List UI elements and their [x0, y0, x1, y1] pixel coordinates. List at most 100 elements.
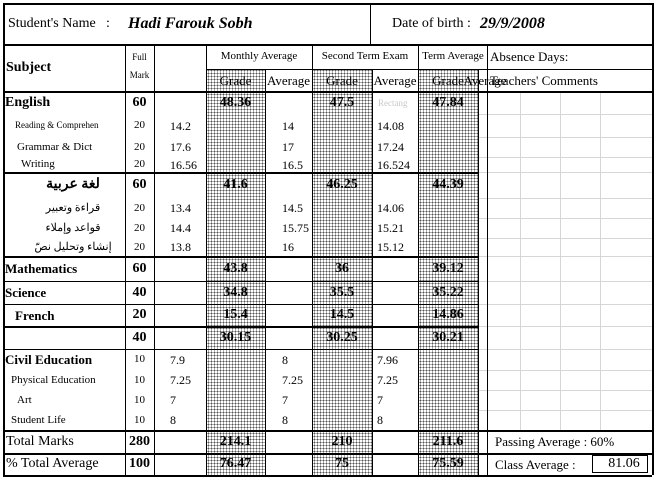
- monthly-average-9: 34.8: [223, 284, 248, 300]
- gridline: [520, 91, 521, 430]
- term-grade-14: 7: [377, 393, 383, 407]
- second-term-grade-13: 7.25: [282, 373, 303, 387]
- full-mark-15: 10: [134, 413, 145, 426]
- term-average-8: 39.12: [432, 260, 464, 276]
- monthly-grade-2: 17.6: [170, 140, 191, 154]
- subject-7: إنشاء وتحليل نصّ: [34, 240, 112, 253]
- monthly-grade-1: 14.2: [170, 118, 191, 133]
- subject-14: Art: [17, 393, 32, 406]
- totals-term-average-0: 211.6: [432, 433, 464, 449]
- table-rule: [3, 281, 478, 282]
- dob-value: 29/9/2008: [480, 14, 545, 32]
- full-mark-1: 20: [134, 119, 145, 131]
- table-rule: [312, 44, 313, 475]
- ghost-rectangle-label: Rectang: [378, 97, 408, 108]
- table-rule: [3, 256, 478, 258]
- name-colon: :: [106, 15, 110, 31]
- totals-extra-label-0: Passing Average : 60%: [495, 434, 615, 449]
- table-rule: [418, 44, 419, 475]
- totals-second-term-average-0: 210: [331, 433, 353, 449]
- totals-monthly-average-1: 76.47: [219, 456, 252, 471]
- totals-label-0: Total Marks: [6, 433, 74, 449]
- monthly-grade-header: Grade: [219, 72, 252, 88]
- second-term-average-0: 47.5: [329, 94, 355, 110]
- second-term-grade-15: 8: [282, 413, 288, 427]
- subject-2: Grammar & Dict: [17, 140, 93, 153]
- table-rule: [3, 172, 478, 174]
- table-rule: [487, 44, 488, 475]
- subject-6: قواعد وإملاء: [45, 221, 101, 234]
- second-term-grade-2: 17: [282, 140, 294, 154]
- second-term-average-header: Average: [373, 72, 417, 88]
- table-rule: [3, 3, 5, 475]
- second-term-header: Second Term Exam: [321, 50, 409, 62]
- full-mark-7: 20: [134, 240, 145, 253]
- gridline: [478, 198, 652, 199]
- subject-4: لغة عربية: [46, 177, 100, 192]
- full-mark-9: 40: [132, 284, 147, 300]
- monthly-average-11: 30.15: [219, 329, 252, 345]
- gridline: [478, 281, 652, 282]
- table-rule: [125, 44, 126, 475]
- term-average-10: 14.86: [432, 307, 464, 322]
- table-rule: [3, 475, 652, 477]
- monthly-grade-13: 7.25: [170, 373, 191, 387]
- term-grade-3: 16.524: [377, 157, 410, 172]
- class-average-value: 81.06: [608, 456, 640, 471]
- term-average-11: 30.21: [432, 329, 464, 345]
- full-mark-13: 10: [134, 373, 145, 386]
- monthly-grade-6: 14.4: [170, 221, 191, 235]
- full-mark-2: 20: [134, 140, 145, 153]
- gridline: [600, 91, 601, 430]
- gridline: [478, 157, 652, 158]
- table-rule: [206, 44, 207, 475]
- totals-extra-label-1: Class Average :: [495, 456, 576, 472]
- second-term-grade-7: 16: [282, 240, 294, 254]
- name-label: Student's Name: [8, 15, 96, 31]
- subject-8: Mathematics: [5, 261, 78, 276]
- table-rule: [3, 349, 478, 350]
- second-term-grade-5: 14.5: [282, 201, 303, 215]
- table-rule: [3, 44, 652, 46]
- student-name: Hadi Farouk Sobh: [128, 14, 253, 32]
- second-term-grade-12: 8: [282, 352, 288, 367]
- term-grade-13: 7.25: [377, 373, 398, 387]
- subject-9: Science: [5, 285, 47, 300]
- dob-label: Date of birth :: [392, 15, 471, 31]
- gridline: [478, 238, 652, 239]
- table-rule: [3, 304, 478, 305]
- full-mark-5: 20: [134, 201, 145, 214]
- subject-5: قراءة وتعبير: [45, 201, 101, 214]
- totals-label-1: % Total Average: [6, 456, 99, 471]
- table-rule: [154, 44, 155, 475]
- average-column-shading: [419, 69, 478, 475]
- totals-second-term-average-1: 75: [335, 456, 349, 471]
- teachers-comments-label: Teachers' Comments: [490, 72, 598, 88]
- term-grade-5: 14.06: [377, 201, 404, 215]
- full-mark-header-1: Full: [132, 51, 147, 62]
- gridline: [478, 349, 652, 350]
- term-grade-2: 17.24: [377, 140, 404, 154]
- table-rule: [3, 453, 652, 455]
- monthly-grade-7: 13.8: [170, 240, 191, 254]
- monthly-average-10: 15.4: [223, 307, 248, 322]
- term-grade-12: 7.96: [377, 352, 398, 367]
- subject-15: Student Life: [11, 413, 66, 426]
- monthly-average-header: Average: [266, 72, 311, 88]
- full-mark-0: 60: [132, 94, 147, 110]
- term-grade-7: 15.12: [377, 240, 404, 254]
- gridline: [478, 370, 652, 371]
- gridline: [478, 390, 652, 391]
- subject-3: Writing: [21, 158, 55, 170]
- gridline: [560, 91, 561, 430]
- full-mark-10: 20: [132, 307, 147, 322]
- full-mark-3: 20: [134, 158, 145, 170]
- term-average-9: 35.22: [432, 284, 464, 300]
- table-rule: [3, 3, 652, 5]
- gridline: [478, 114, 652, 115]
- monthly-average-8: 43.8: [223, 260, 248, 276]
- table-rule: [478, 69, 479, 475]
- gridline: [478, 326, 652, 327]
- subject-13: Physical Education: [11, 373, 96, 386]
